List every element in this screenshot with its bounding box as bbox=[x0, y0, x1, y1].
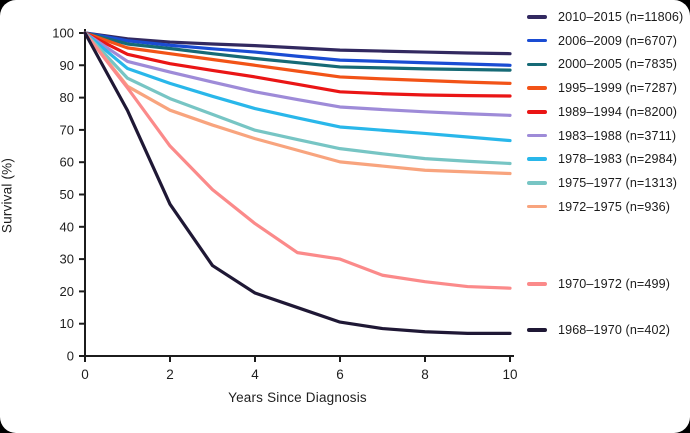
legend-swatch bbox=[527, 15, 547, 19]
x-tick-label: 2 bbox=[166, 367, 174, 382]
series-line-1968-1970 bbox=[83, 31, 512, 335]
legend-item: 1968–1970 (n=402) bbox=[527, 322, 670, 338]
legend-swatch bbox=[527, 86, 547, 90]
legend-label: 1972–1975 (n=936) bbox=[558, 199, 670, 214]
legend-item: 1983–1988 (n=3711) bbox=[527, 128, 676, 144]
legend-swatch bbox=[527, 62, 547, 67]
legend-label: 1983–1988 (n=3711) bbox=[558, 128, 677, 143]
series-line-1970-1972 bbox=[83, 31, 512, 290]
series-line-2006-2009 bbox=[83, 31, 512, 67]
legend-swatch bbox=[527, 328, 547, 332]
legend-label: 2006–2009 (n=6707) bbox=[558, 33, 678, 48]
y-tick-label: 0 bbox=[67, 349, 74, 364]
legend-label: 1975–1977 (n=1313) bbox=[558, 175, 678, 190]
y-tick-label: 90 bbox=[60, 58, 74, 73]
x-axis-label: Years Since Diagnosis bbox=[228, 390, 367, 405]
series-line-2000-2005 bbox=[83, 31, 512, 72]
legend-label: 1978–1983 (n=2984) bbox=[558, 152, 678, 167]
legend-swatch bbox=[527, 110, 547, 114]
y-tick-label: 100 bbox=[52, 26, 74, 41]
series-line-1995-1999 bbox=[83, 31, 512, 85]
legend-swatch bbox=[527, 204, 547, 209]
series-line-1972-1975 bbox=[83, 31, 512, 176]
legend-swatch bbox=[527, 282, 547, 286]
legend-label: 1995–1999 (n=7287) bbox=[558, 81, 678, 96]
legend-swatch bbox=[527, 38, 547, 43]
x-tick-label: 0 bbox=[81, 367, 89, 382]
x-tick-label: 10 bbox=[502, 367, 517, 382]
legend-label: 1989–1994 (n=8200) bbox=[558, 104, 678, 119]
y-tick-label: 20 bbox=[60, 284, 74, 299]
y-tick-label: 40 bbox=[60, 219, 74, 234]
legend-item: 1995–1999 (n=7287) bbox=[527, 80, 677, 96]
legend-item: 2006–2009 (n=6707) bbox=[527, 33, 677, 49]
legend-swatch bbox=[527, 133, 547, 138]
x-tick-label: 4 bbox=[251, 367, 259, 382]
y-tick-label: 10 bbox=[60, 316, 74, 331]
x-tick-label: 8 bbox=[421, 367, 429, 382]
legend-item: 1972–1975 (n=936) bbox=[527, 199, 670, 215]
legend-swatch bbox=[527, 157, 547, 161]
legend-item: 1978–1983 (n=2984) bbox=[527, 151, 677, 167]
y-tick-label: 50 bbox=[60, 187, 74, 202]
legend-label: 1968–1970 (n=402) bbox=[558, 323, 670, 337]
series-line-1989-1994 bbox=[83, 31, 512, 98]
legend-item: 1975–1977 (n=1313) bbox=[527, 175, 677, 191]
legend-label: 1970–1972 (n=499) bbox=[558, 277, 670, 291]
y-axis-label: Survival (%) bbox=[0, 157, 15, 234]
series-line-1978-1983 bbox=[83, 31, 512, 143]
series-line-1975-1977 bbox=[83, 31, 512, 166]
y-tick-label: 80 bbox=[60, 90, 74, 105]
legend-item: 1989–1994 (n=8200) bbox=[527, 104, 677, 120]
legend-label: 2000–2005 (n=7835) bbox=[558, 57, 678, 72]
x-tick-label: 6 bbox=[336, 367, 344, 382]
legend-item: 2000–2005 (n=7835) bbox=[527, 56, 677, 72]
legend-item: 2010–2015 (n=11806) bbox=[527, 9, 683, 25]
series-line-2010-2015 bbox=[83, 31, 512, 56]
chart-legend: 2010–2015 (n=11806) 2006–2009 (n=6707) 200… bbox=[527, 0, 690, 433]
series-line-1983-1988 bbox=[83, 31, 512, 117]
legend-swatch bbox=[527, 181, 547, 185]
y-tick-label: 60 bbox=[60, 155, 74, 170]
legend-item: 1970–1972 (n=499) bbox=[527, 276, 670, 292]
y-tick-label: 30 bbox=[60, 252, 74, 267]
y-tick-label: 70 bbox=[60, 122, 74, 137]
legend-label: 2010–2015 (n=11806) bbox=[558, 10, 684, 24]
